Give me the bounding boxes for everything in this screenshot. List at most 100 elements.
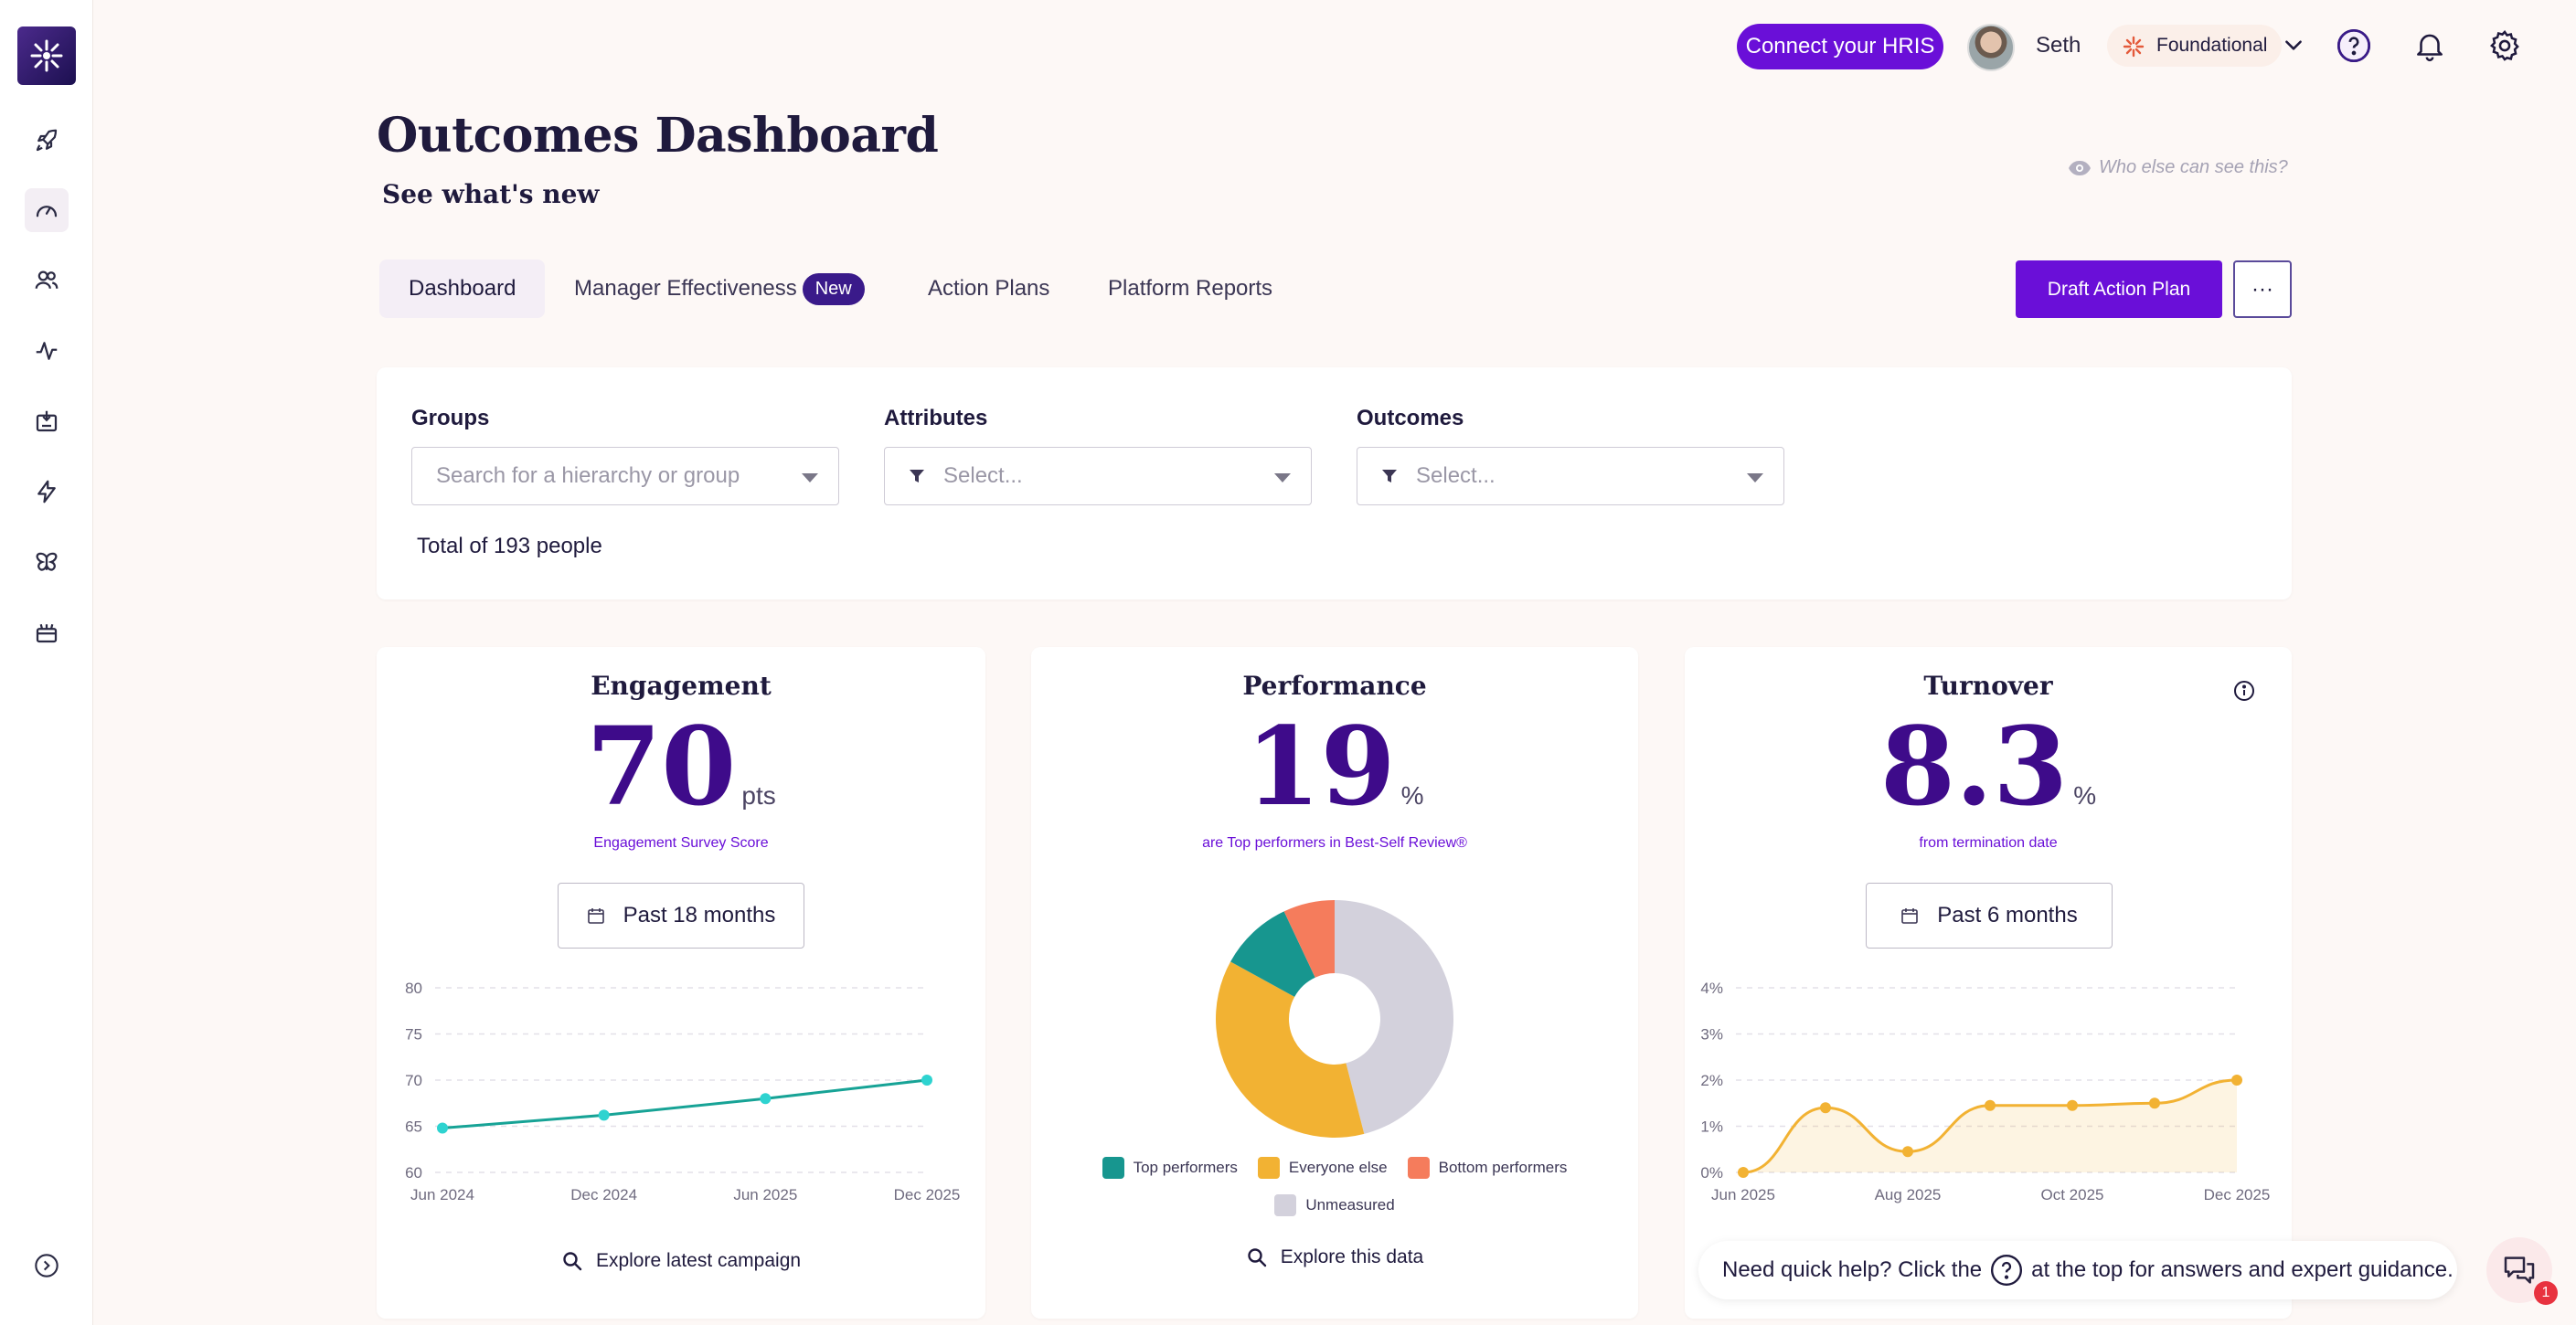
eye-icon bbox=[2069, 160, 2091, 175]
data-point bbox=[437, 1122, 448, 1134]
data-point bbox=[1738, 1167, 1749, 1178]
nav-actions[interactable] bbox=[25, 470, 69, 514]
chat-bubbles-icon bbox=[2504, 1256, 2535, 1284]
y-tick-label: 70 bbox=[405, 1072, 422, 1089]
turnover-range-label: Past 6 months bbox=[1937, 903, 2078, 928]
settings-button[interactable] bbox=[2481, 22, 2528, 69]
calendar-icon bbox=[1901, 908, 1919, 924]
data-point bbox=[1902, 1146, 1913, 1158]
caret-down-icon bbox=[802, 473, 818, 482]
sidebar bbox=[0, 0, 93, 1325]
caret-down-icon bbox=[1274, 473, 1291, 482]
notifications-button[interactable] bbox=[2406, 22, 2454, 69]
app-logo[interactable] bbox=[17, 26, 76, 85]
expand-sidebar-button[interactable] bbox=[34, 1253, 59, 1278]
y-tick-label: 0% bbox=[1700, 1164, 1723, 1182]
turnover-range-button[interactable]: Past 6 months bbox=[1866, 883, 2113, 949]
data-point bbox=[1985, 1099, 1996, 1111]
quick-help-banner[interactable]: Need quick help? Click the at the top fo… bbox=[1698, 1241, 2457, 1299]
nav-rocket[interactable] bbox=[25, 119, 69, 163]
draft-action-plan-button[interactable]: Draft Action Plan bbox=[2016, 260, 2222, 318]
attributes-label: Attributes bbox=[884, 406, 988, 430]
chevron-down-icon[interactable] bbox=[2282, 33, 2305, 57]
search-icon bbox=[1248, 1248, 1266, 1267]
outcomes-label: Outcomes bbox=[1357, 406, 1464, 430]
groups-label: Groups bbox=[411, 406, 490, 430]
logo-icon bbox=[30, 39, 63, 72]
explore-campaign-link[interactable]: Explore latest campaign bbox=[377, 1250, 985, 1272]
more-options-button[interactable]: ··· bbox=[2233, 260, 2292, 318]
people-icon bbox=[35, 270, 59, 289]
legend-swatch bbox=[1257, 1157, 1280, 1179]
outcomes-select[interactable]: Select... bbox=[1357, 447, 1784, 505]
nav-dashboard[interactable] bbox=[25, 188, 69, 232]
turnover-unit: % bbox=[2073, 781, 2097, 810]
help-button[interactable] bbox=[2330, 22, 2378, 69]
turnover-value: 8.3% bbox=[1685, 713, 2292, 821]
filter-icon bbox=[1382, 470, 1397, 482]
nav-pulse[interactable] bbox=[25, 329, 69, 373]
nav-reviews[interactable] bbox=[25, 399, 69, 443]
nav-gifts[interactable] bbox=[25, 610, 69, 654]
performance-title: Performance bbox=[1242, 671, 1427, 701]
performance-unit: % bbox=[1400, 781, 1424, 810]
groups-placeholder: Search for a hierarchy or group bbox=[436, 463, 740, 488]
clipboard-icon bbox=[36, 410, 58, 432]
groups-search-select[interactable]: Search for a hierarchy or group bbox=[411, 447, 839, 505]
tab-dashboard[interactable]: Dashboard bbox=[379, 260, 546, 318]
x-tick-label: Dec 2025 bbox=[2204, 1186, 2271, 1203]
donut-slice-unmeasured bbox=[1335, 900, 1453, 1134]
legend-label: Top performers bbox=[1133, 1159, 1238, 1176]
tab-label: Action Plans bbox=[928, 276, 1050, 301]
calendar-icon bbox=[587, 908, 604, 924]
visibility-link[interactable]: Who else can see this? bbox=[2068, 157, 2288, 178]
plan-selector[interactable]: Foundational bbox=[2107, 25, 2283, 67]
whats-new-link[interactable]: See what's new bbox=[382, 179, 600, 209]
plan-label: Foundational bbox=[2156, 35, 2268, 56]
tab-platform-reports[interactable]: Platform Reports bbox=[1079, 260, 1302, 318]
nav-people[interactable] bbox=[25, 259, 69, 302]
donut-slice-bottom-performers bbox=[1283, 900, 1335, 978]
legend-unmeasured: Unmeasured bbox=[1274, 1194, 1395, 1216]
tab-manager-effectiveness[interactable]: Manager Effectiveness New bbox=[545, 260, 894, 318]
info-icon[interactable] bbox=[2233, 680, 2255, 702]
total-people: Total of 193 people bbox=[417, 534, 602, 558]
question-circle-icon bbox=[2337, 29, 2370, 62]
engagement-line-chart: 80 75 70 65 60 Jun 2024 Dec 2024 Jun 2025 Dec 20… bbox=[405, 980, 961, 1203]
question-circle-icon bbox=[1991, 1254, 2023, 1287]
chat-notification-count: 1 bbox=[2534, 1281, 2558, 1305]
explore-campaign-label: Explore latest campaign bbox=[595, 1250, 802, 1271]
x-tick-label: Dec 2025 bbox=[894, 1186, 961, 1203]
avatar[interactable] bbox=[1967, 24, 2015, 71]
turnover-card: Turnover 8.3% from termination date Past… bbox=[1685, 647, 2292, 1319]
gear-icon bbox=[2490, 29, 2519, 61]
y-tick-label: 75 bbox=[405, 1026, 422, 1044]
attributes-select[interactable]: Select... bbox=[884, 447, 1312, 505]
x-tick-label: Jun 2025 bbox=[1711, 1186, 1775, 1203]
tab-label: Dashboard bbox=[409, 276, 516, 301]
gauge-icon bbox=[36, 206, 58, 217]
connect-hris-button[interactable]: Connect your HRIS bbox=[1737, 24, 1943, 69]
performance-number: 19 bbox=[1245, 703, 1396, 830]
engagement-number: 70 bbox=[586, 703, 737, 830]
data-point bbox=[2149, 1097, 2160, 1109]
x-tick-label: Dec 2024 bbox=[570, 1186, 637, 1203]
new-badge: New bbox=[802, 272, 865, 305]
engagement-caption: Engagement Survey Score bbox=[593, 835, 769, 851]
engagement-value: 70 pts bbox=[377, 713, 985, 821]
plan-star-icon bbox=[2122, 35, 2145, 64]
nav-growth[interactable] bbox=[25, 540, 69, 584]
tab-action-plans[interactable]: Action Plans bbox=[899, 260, 1079, 318]
explore-data-link[interactable]: Explore this data bbox=[1031, 1246, 1638, 1268]
engagement-range-button[interactable]: Past 18 months bbox=[558, 883, 804, 949]
butterfly-icon bbox=[36, 552, 58, 571]
data-point bbox=[2067, 1099, 2078, 1111]
turnover-area-chart: 4% 3% 2% 1% 0% Jun 2025 Aug 2025 Oct 2025 Dec 20… bbox=[1700, 980, 2271, 1203]
pulse-icon bbox=[36, 342, 58, 360]
turnover-caption: from termination date bbox=[1919, 835, 2058, 851]
filter-icon bbox=[910, 470, 924, 482]
x-tick-label: Oct 2025 bbox=[2041, 1186, 2104, 1203]
y-tick-label: 60 bbox=[405, 1164, 422, 1182]
performance-legend-row2: Unmeasured bbox=[1031, 1194, 1638, 1216]
tab-label: Manager Effectiveness bbox=[574, 276, 797, 301]
